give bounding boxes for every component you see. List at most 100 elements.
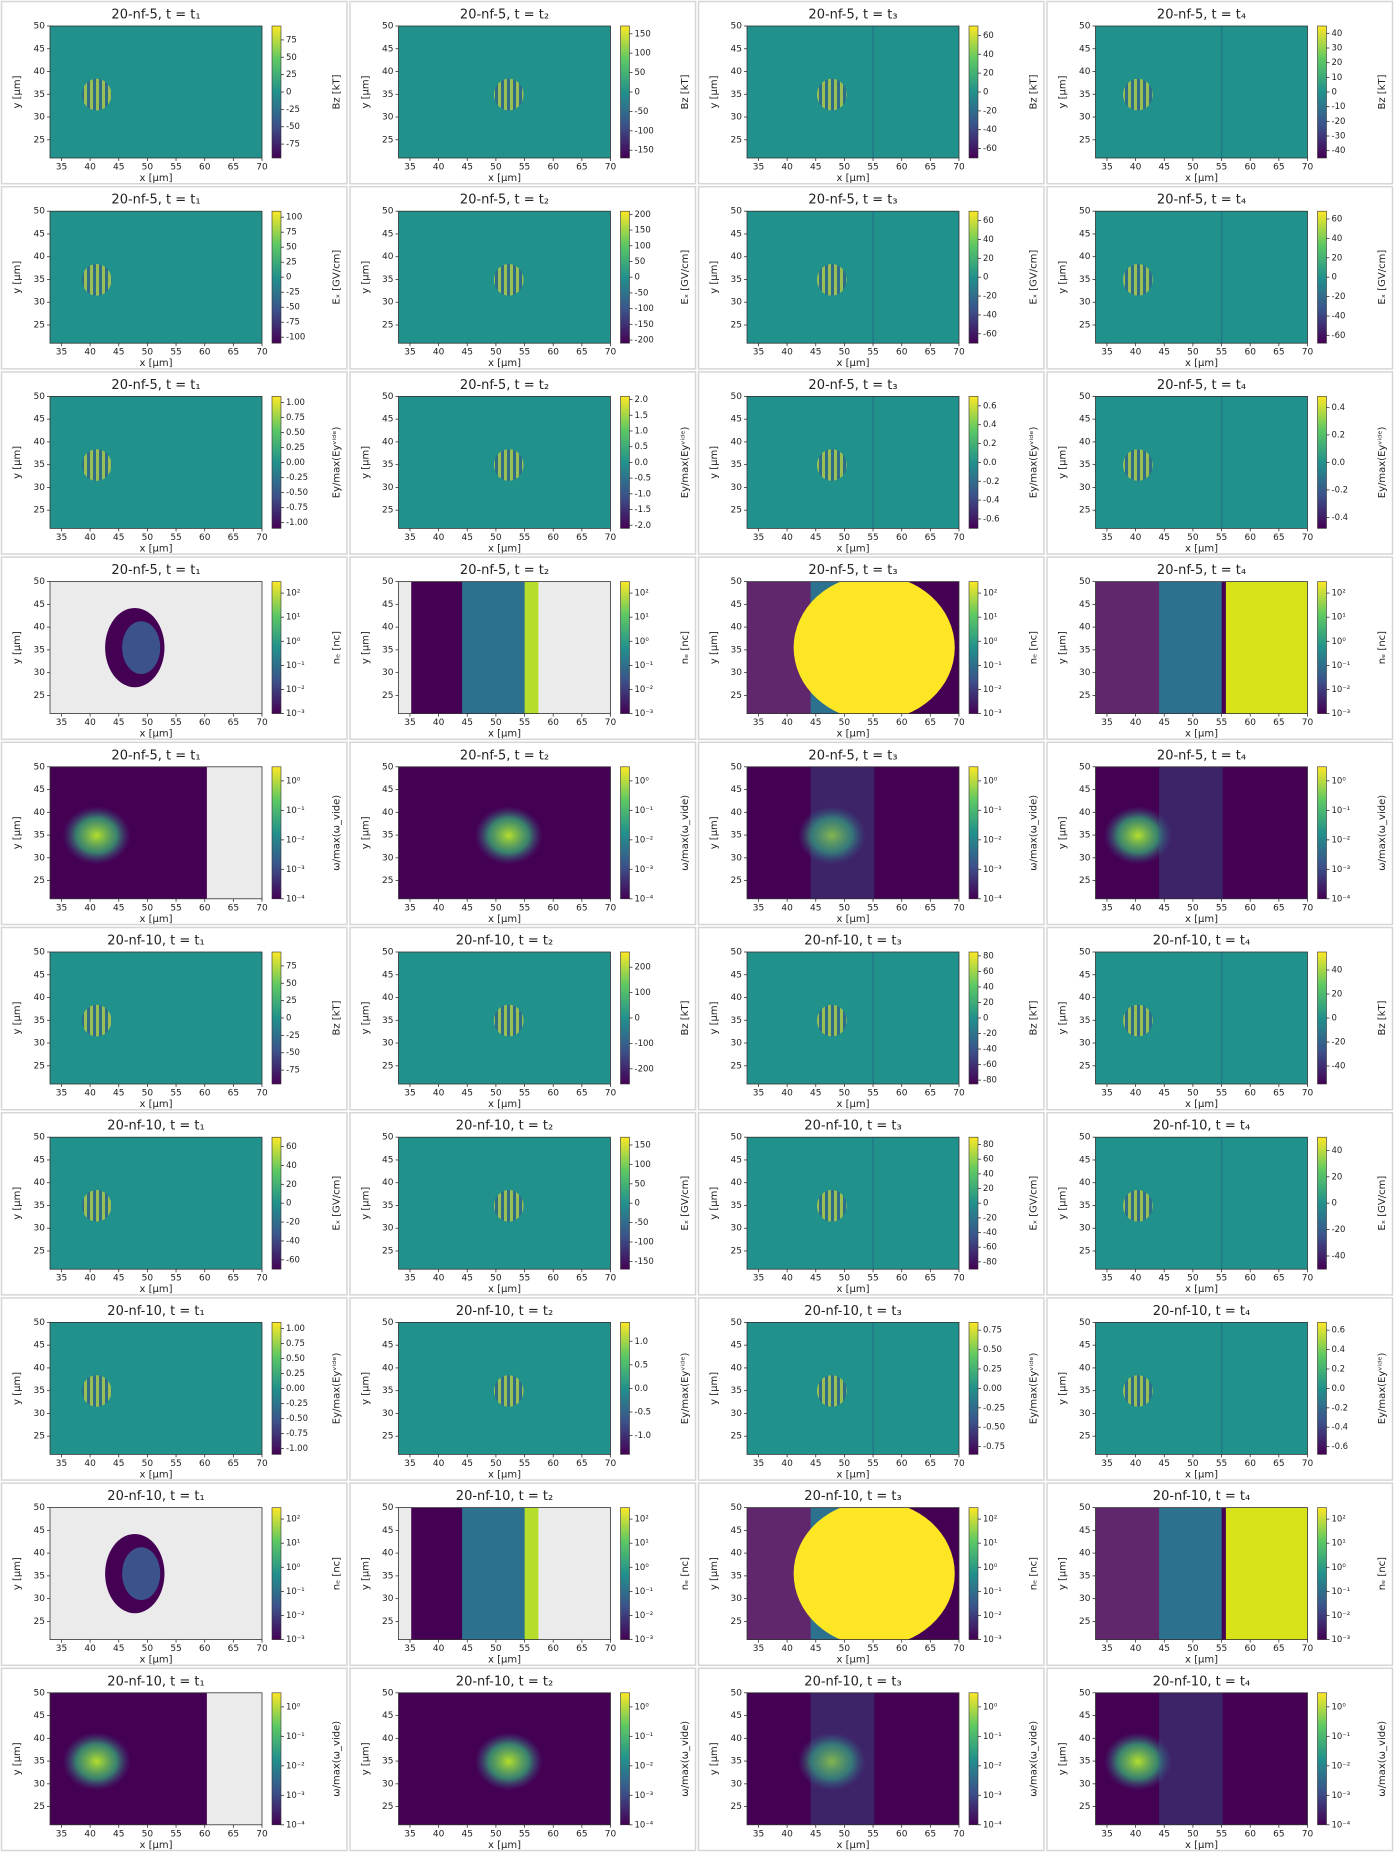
x-tick-label: 50 [1187,718,1199,728]
y-tick-label: 40 [1079,1363,1091,1373]
x-tick-label: 65 [1273,1644,1284,1654]
x-tick-label: 70 [256,1459,268,1469]
colorbar-tick-label: 50 [286,53,297,63]
y-axis-label: y [μm] [709,1372,720,1405]
field-region [747,396,959,529]
y-tick-label: 35 [1079,1386,1090,1396]
x-tick-label: 40 [84,718,96,728]
colorbar-tick-label: 150 [635,29,651,39]
y-tick-label: 35 [382,1757,393,1767]
heatmap-image [398,211,611,344]
heatmap-panel: 20-nf-10, t = t₄ 35 40 45 50 55 60 65 70 25 30 35 40… [1058,1489,1389,1666]
y-tick-label: 40 [1079,623,1091,633]
field-feature [816,1375,847,1407]
x-tick-label: 55 [170,533,181,543]
field-region [50,211,262,344]
x-tick-label: 45 [462,348,473,358]
colorbar-tick-label: 0.4 [1332,1345,1346,1355]
x-tick-label: 70 [605,903,617,913]
y-tick-label: 45 [731,1155,742,1165]
x-tick-label: 60 [547,348,559,358]
x-tick-label: 65 [1273,1459,1284,1469]
field-feature [62,806,131,865]
x-tick-label: 35 [56,903,67,913]
heatmap-panel: 20-nf-5, t = t₂ 35 40 45 50 55 60 65 70 25 30 35 40 4… [361,748,692,925]
colorbar-label: nₑ [nc] [680,631,691,664]
y-tick-label: 45 [382,600,393,610]
x-axis-label: x [μm] [488,914,521,925]
x-tick-label: 55 [519,1829,530,1839]
y-tick-label: 40 [731,1549,743,1559]
y-tick-label: 45 [731,600,742,610]
colorbar-tick-label: 10² [635,589,649,599]
y-axis-label: y [μm] [1058,261,1069,294]
panel-title: 20-nf-10, t = t₃ [804,1674,901,1689]
colorbar [968,581,979,714]
colorbar-tick-label: 60 [983,1155,994,1165]
plot-frame [746,766,960,900]
colorbar-tick-label: -10 [1332,102,1346,112]
panel-frame [1046,185,1394,370]
x-tick-label: 35 [753,1459,764,1469]
x-tick-label: 70 [953,348,965,358]
x-tick-label: 65 [228,1274,239,1284]
colorbar [968,951,979,1085]
colorbar [968,1322,979,1455]
x-tick-label: 35 [404,1644,415,1654]
x-tick-label: 35 [753,1829,764,1839]
x-tick-label: 40 [1130,1089,1142,1099]
x-tick-label: 65 [576,533,587,543]
colorbar-tick-label: 0.75 [983,1326,1002,1336]
y-tick-label: 45 [731,1341,742,1351]
x-tick-label: 45 [113,533,124,543]
y-tick-label: 50 [1079,762,1091,772]
colorbar-tick-label: -60 [983,144,997,154]
colorbar-tick-label: 10⁰ [983,1702,998,1712]
x-tick-label: 45 [810,1644,821,1654]
colorbar-tick-label: 10⁻² [983,835,1002,845]
panel-frame [1046,741,1394,926]
x-axis-label: x [μm] [836,358,869,369]
heatmap-image [398,26,611,158]
y-tick-label: 25 [1079,691,1090,701]
y-axis-label: y [μm] [12,631,23,664]
x-tick-label: 60 [1244,903,1256,913]
colorbar-tick-label: 10⁰ [635,1563,650,1573]
colorbar-tick-label: 0.50 [983,1345,1002,1355]
field-region [747,952,959,1084]
y-tick-label: 30 [731,1594,743,1604]
x-tick-label: 45 [113,1829,124,1839]
field-feature [816,449,847,481]
x-axis-label: x [μm] [1185,1840,1218,1851]
colorbar-tick-label: 60 [983,967,994,977]
colorbar-tick-label: 10¹ [286,613,300,623]
x-tick-label: 60 [896,903,908,913]
colorbar [271,1322,282,1455]
plot-frame [1095,25,1308,159]
colorbar-tick-label: 0 [1332,1199,1337,1209]
x-tick-label: 70 [1302,1459,1314,1469]
x-tick-label: 40 [84,903,96,913]
y-axis-label: y [μm] [1058,1742,1069,1775]
plot-frame [398,1507,611,1640]
x-tick-label: 45 [810,1274,821,1284]
y-tick-label: 30 [731,853,743,863]
colorbar-tick-label: 10⁻¹ [1332,806,1351,816]
y-tick-label: 35 [1079,1571,1090,1581]
x-tick-label: 60 [1244,1644,1256,1654]
panel-title: 20-nf-5, t = t₃ [808,748,897,763]
x-tick-label: 35 [404,718,415,728]
x-tick-label: 50 [142,718,154,728]
colorbar-tick-label: 0.75 [286,1339,305,1349]
colorbar-tick-label: -0.2 [983,477,1000,487]
y-tick-label: 45 [1079,1155,1090,1165]
x-axis-label: x [μm] [488,1840,521,1851]
colorbar-tick-label: 100 [286,213,302,223]
colorbar-tick-label: -0.75 [983,1442,1005,1452]
colorbar-tick-label: 0.2 [983,439,997,449]
x-axis-label: x [μm] [488,173,521,184]
colorbar-tick-label: -1.0 [635,489,652,499]
panel-title: 20-nf-5, t = t₃ [808,378,897,393]
panel-title: 20-nf-10, t = t₃ [804,1489,901,1504]
panel-title: 20-nf-5, t = t₄ [1157,8,1246,23]
